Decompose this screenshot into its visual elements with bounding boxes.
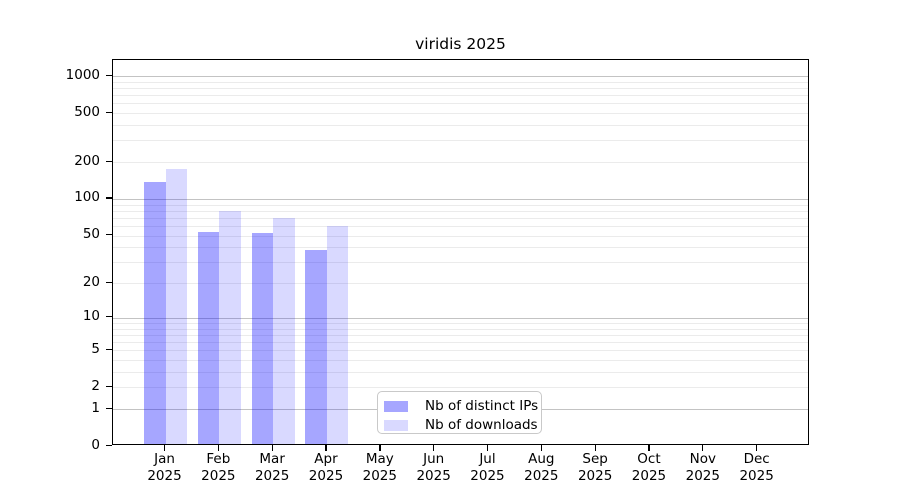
gridline-minor: [113, 360, 808, 362]
y-tick-label: 20: [82, 273, 100, 290]
y-tick-label: 5: [91, 340, 100, 357]
gridline-minor: [113, 95, 808, 97]
y-tick-mark: [106, 74, 112, 76]
gridline-minor: [113, 235, 808, 237]
gridline-major: [113, 317, 808, 319]
bar: [219, 210, 241, 445]
x-tick-mark: [271, 445, 273, 451]
chart-title: viridis 2025: [415, 35, 506, 53]
x-tick-label: Dec 2025: [739, 451, 774, 484]
gridline-minor: [113, 113, 808, 115]
gridline-minor: [113, 225, 808, 227]
legend-item-distinct-ips: Nb of distinct IPs: [384, 398, 538, 414]
x-tick-mark: [594, 445, 596, 451]
x-tick-mark: [648, 445, 650, 451]
gridline-minor: [113, 140, 808, 142]
x-tick-mark: [325, 445, 327, 451]
legend: Nb of distinct IPs Nb of downloads: [377, 391, 542, 434]
y-tick-mark: [106, 234, 112, 236]
gridline-minor: [113, 334, 808, 336]
x-tick-mark: [702, 445, 704, 451]
gridline-minor: [113, 387, 808, 389]
gridline-minor: [113, 125, 808, 127]
y-tick-mark: [106, 316, 112, 318]
y-tick-label: 100: [74, 189, 100, 206]
y-tick-mark: [106, 160, 112, 162]
y-tick-label: 500: [74, 103, 100, 120]
bar: [144, 182, 166, 445]
legend-label-downloads: Nb of downloads: [425, 417, 538, 433]
gridline-minor: [113, 204, 808, 206]
gridline-minor: [113, 372, 808, 373]
x-tick-label: Jul 2025: [470, 451, 505, 484]
plot-area: [112, 59, 809, 445]
gridline-minor: [113, 81, 808, 83]
bar: [165, 168, 187, 445]
legend-item-downloads: Nb of downloads: [384, 417, 538, 433]
gridline-minor: [113, 87, 808, 89]
gridline-major: [113, 198, 808, 200]
x-tick-mark: [486, 445, 489, 451]
x-tick-mark: [756, 445, 758, 451]
y-tick-mark: [106, 444, 112, 446]
bar: [273, 217, 295, 445]
gridline-minor: [113, 322, 808, 324]
gridline-minor: [113, 247, 808, 249]
x-tick-mark: [540, 445, 542, 451]
bar: [305, 249, 327, 445]
x-tick-label: Mar 2025: [254, 451, 290, 484]
x-tick-label: Feb 2025: [201, 451, 236, 484]
gridline-minor: [113, 162, 808, 164]
gridline-minor: [113, 342, 808, 343]
legend-swatch-distinct-ips: [384, 400, 408, 412]
y-tick-label: 0: [91, 436, 100, 453]
gridline-minor: [113, 217, 808, 219]
bar: [326, 225, 349, 445]
y-tick-label: 200: [74, 152, 100, 169]
y-tick-mark: [106, 197, 112, 199]
gridline-minor: [113, 283, 808, 285]
x-tick-label: Nov 2025: [685, 451, 720, 484]
x-tick-mark: [379, 445, 381, 451]
x-tick-label: Sep 2025: [577, 451, 613, 484]
gridline-minor: [113, 103, 808, 105]
gridline-minor: [113, 350, 808, 352]
gridline-minor: [113, 210, 808, 212]
legend-label-distinct-ips: Nb of distinct IPs: [425, 398, 539, 414]
x-tick-label: Aug 2025: [524, 451, 559, 484]
bar: [197, 231, 220, 445]
x-tick-mark: [164, 445, 166, 451]
y-tick-mark: [106, 348, 112, 350]
legend-swatch-downloads: [384, 419, 408, 431]
gridline-minor: [113, 328, 808, 330]
y-tick-label: 10: [82, 308, 100, 325]
x-tick-label: Apr 2025: [308, 451, 344, 484]
gridline-minor: [113, 262, 808, 264]
y-tick-mark: [106, 281, 112, 283]
y-tick-mark: [106, 111, 112, 113]
x-tick-label: Oct 2025: [631, 451, 667, 484]
x-tick-label: May 2025: [362, 451, 397, 484]
y-tick-label: 50: [82, 226, 100, 243]
y-tick-label: 2: [91, 377, 100, 394]
y-tick-mark: [106, 407, 112, 409]
x-tick-label: Jan 2025: [147, 451, 182, 484]
bar: [251, 232, 274, 445]
y-tick-label: 1000: [65, 66, 100, 83]
x-tick-mark: [217, 445, 220, 451]
gridline-major: [113, 76, 808, 78]
x-tick-mark: [433, 445, 435, 451]
y-tick-mark: [106, 385, 112, 388]
x-tick-label: Jun 2025: [416, 451, 451, 484]
y-tick-label: 1: [91, 399, 100, 416]
